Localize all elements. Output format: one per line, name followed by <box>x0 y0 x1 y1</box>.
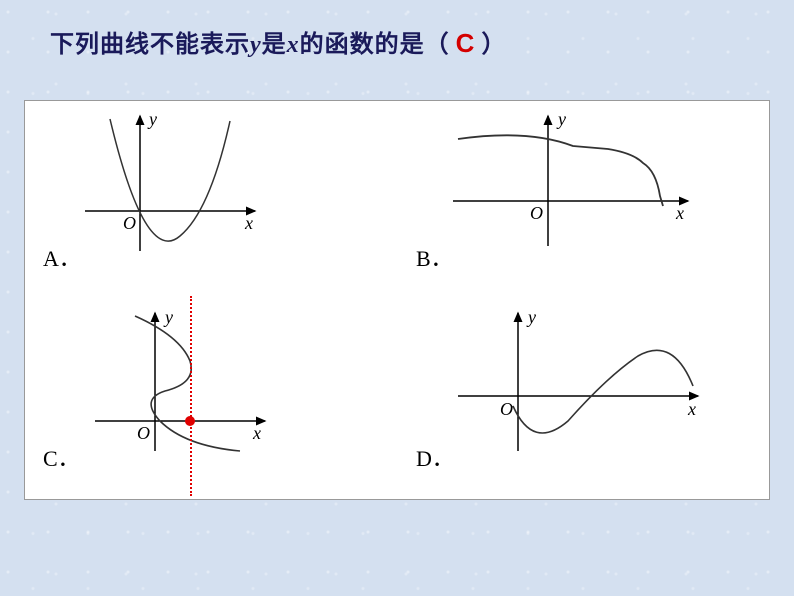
origin-label-d: O <box>500 399 513 419</box>
chart-c: y x O <box>25 301 398 501</box>
option-label-c: C． <box>43 441 80 473</box>
chart-d: y x O <box>398 301 771 501</box>
chart-a: y x O <box>25 101 398 301</box>
q-var-x: x <box>287 32 300 58</box>
option-a-cell: y x O A． <box>25 101 398 301</box>
axis-y-label-a: y <box>147 109 157 129</box>
axis-y-label-d: y <box>526 307 536 327</box>
axis-x-label-b: x <box>675 203 684 223</box>
option-label-a: A． <box>43 241 81 273</box>
chart-b: y x O <box>398 101 771 301</box>
q-mid2: 的函数的是（ <box>300 32 450 58</box>
origin-label-c: O <box>137 423 150 443</box>
question-text: 下列曲线不能表示y是x的函数的是（C） <box>50 24 506 59</box>
option-b-cell: y x O B． <box>398 101 771 301</box>
option-d-cell: y x O D． <box>398 301 771 501</box>
q-var-y: y <box>250 32 262 58</box>
answer-letter: C <box>450 28 482 58</box>
option-c-cell: y x O C． <box>25 301 398 501</box>
option-label-b: B． <box>416 241 453 273</box>
option-label-d: D． <box>416 441 454 473</box>
axis-x-label-a: x <box>244 213 253 233</box>
intersection-dot <box>185 416 195 426</box>
q-suffix: ） <box>481 32 506 58</box>
axis-x-label-d: x <box>687 399 696 419</box>
figure-panel: y x O A． y x O B． <box>24 100 770 500</box>
origin-label-b: O <box>530 203 543 223</box>
axis-x-label-c: x <box>252 423 261 443</box>
vertical-test-line <box>190 296 192 496</box>
q-mid1: 是 <box>262 32 287 58</box>
q-prefix: 下列曲线不能表示 <box>50 32 250 58</box>
axis-y-label-c: y <box>163 307 173 327</box>
origin-label-a: O <box>123 213 136 233</box>
axis-y-label-b: y <box>556 109 566 129</box>
